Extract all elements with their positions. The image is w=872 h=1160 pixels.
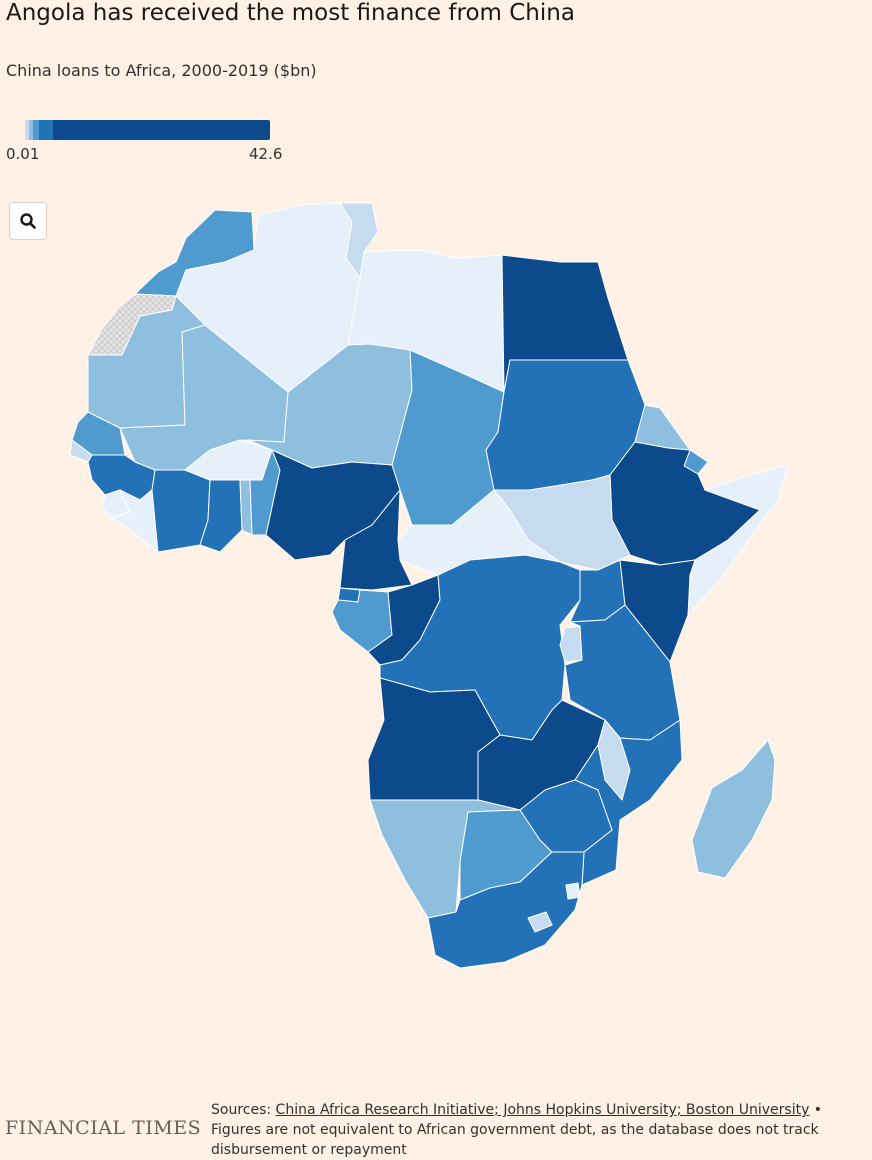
zoom-button[interactable] — [9, 202, 47, 240]
color-legend: 0.01 42.6 — [6, 120, 286, 170]
legend-segment-4 — [39, 120, 53, 140]
country-eswatini[interactable] — [565, 882, 581, 900]
search-icon — [20, 213, 36, 229]
page-title: Angola has received the most finance fro… — [6, 0, 575, 26]
legend-min-label: 0.01 — [6, 145, 40, 163]
footnote-text: • Figures are not equivalent to African … — [211, 1102, 823, 1158]
country-rwanda[interactable] — [559, 625, 583, 663]
chart-subtitle: China loans to Africa, 2000-2019 ($bn) — [6, 61, 317, 80]
legend-max-label: 42.6 — [249, 145, 283, 163]
country-zimbabwe[interactable] — [519, 779, 613, 853]
country-madagascar[interactable] — [691, 739, 776, 879]
ft-logo: FINANCIAL TIMES — [5, 1117, 202, 1139]
country-liberia[interactable] — [111, 489, 159, 553]
legend-segment-5 — [53, 120, 270, 140]
africa-map — [69, 202, 789, 969]
sources-link[interactable]: China Africa Research Initiative; Johns … — [275, 1102, 810, 1118]
legend-color-bar — [25, 120, 270, 140]
country-lesotho[interactable] — [527, 911, 553, 933]
legend-segment-2 — [29, 120, 33, 140]
sources-prefix: Sources: — [211, 1102, 276, 1118]
country-namibia[interactable] — [369, 799, 521, 919]
legend-segment-3 — [33, 120, 39, 140]
legend-segment-1 — [25, 120, 29, 140]
country-somalia[interactable] — [687, 464, 789, 616]
sources-note: Sources: China Africa Research Initiativ… — [211, 1100, 871, 1160]
